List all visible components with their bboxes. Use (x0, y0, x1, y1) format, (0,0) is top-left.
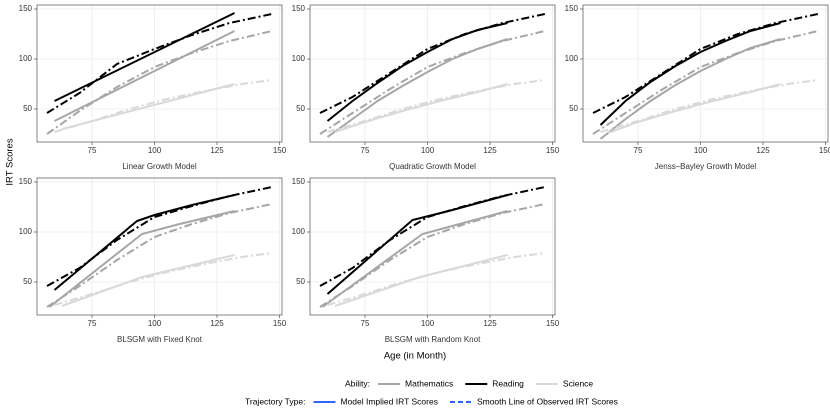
y-tick-label: 50 (23, 277, 32, 286)
x-tick-label: 75 (361, 319, 370, 328)
panel-title: Jenss–Bayley Growth Model (655, 162, 757, 171)
y-tick-label: 150 (19, 177, 33, 186)
x-tick-label: 150 (546, 146, 560, 155)
panel-background (583, 5, 828, 142)
y-tick-label: 150 (565, 4, 579, 13)
trajectory-line (48, 210, 235, 308)
y-axis-title: IRT Scores (5, 138, 16, 185)
trajectory-line (327, 79, 546, 133)
panel: 50 100 150 75 100 125 150 Quadratic Growth Mode… (292, 4, 560, 171)
trajectory-line (326, 38, 508, 138)
x-tick-label: 150 (546, 319, 560, 328)
trajectory-line (319, 30, 546, 135)
y-tick-label: 100 (565, 54, 579, 63)
trajectory-line (592, 13, 819, 114)
panel-border (309, 4, 556, 143)
panel-border (582, 4, 829, 143)
panel-border (36, 4, 283, 143)
trajectory-line (46, 13, 273, 114)
x-tick-label: 125 (483, 146, 497, 155)
trajectory-line (319, 186, 546, 287)
panel: 50 100 150 75 100 125 150 BLSGM with Random Kno… (292, 177, 560, 344)
x-tick-label: 150 (273, 319, 287, 328)
y-tick-label: 100 (292, 227, 306, 236)
y-tick-label: 100 (19, 227, 33, 236)
y-tick-label: 50 (23, 104, 32, 113)
panel-background (37, 5, 282, 142)
x-tick-label: 100 (694, 146, 708, 155)
legend-label: Smooth Line of Observed IRT Scores (477, 396, 618, 406)
x-tick-label: 75 (361, 146, 370, 155)
legend-label: Science (563, 378, 594, 388)
trajectory-line (54, 79, 273, 133)
x-tick-label: 100 (421, 319, 435, 328)
x-axis-title: Age (in Month) (384, 351, 446, 362)
y-tick-label: 150 (292, 177, 306, 186)
panel: 50 100 150 75 100 125 150 BLSGM with Fixed Knot (19, 177, 287, 344)
trajectory-line (54, 252, 273, 306)
trajectory-line (592, 30, 819, 135)
panel-title: BLSGM with Random Knot (385, 335, 481, 344)
y-tick-label: 100 (19, 54, 33, 63)
x-tick-label: 75 (88, 319, 97, 328)
x-tick-label: 100 (148, 146, 162, 155)
panel-border (309, 177, 556, 316)
trajectory-line (599, 22, 781, 126)
panel: 50 100 150 75 100 125 150 Linear Growth Model (19, 4, 287, 171)
panel-border (36, 177, 283, 316)
x-tick-label: 100 (421, 146, 435, 155)
trajectory-line (600, 79, 819, 133)
x-tick-label: 150 (819, 146, 830, 155)
x-tick-label: 150 (273, 146, 287, 155)
panel-background (310, 5, 555, 142)
panel-title: BLSGM with Fixed Knot (117, 335, 203, 344)
x-tick-label: 125 (483, 319, 497, 328)
x-tick-label: 75 (634, 146, 643, 155)
x-tick-label: 125 (756, 146, 770, 155)
trajectory-line (54, 30, 235, 122)
trajectory-line (46, 203, 273, 308)
panel: 50 100 150 75 100 125 150 Jenss–Bayley Growth M… (565, 4, 830, 171)
trajectory-line (46, 186, 273, 287)
panel-background (37, 178, 282, 315)
trajectory-line (46, 30, 273, 135)
trajectory-line (319, 13, 546, 114)
legend-label: Reading (492, 378, 524, 388)
y-tick-label: 50 (296, 104, 305, 113)
x-tick-label: 75 (88, 146, 97, 155)
panel-background (310, 178, 555, 315)
x-tick-label: 125 (210, 319, 224, 328)
legend-label: Mathematics (405, 378, 453, 388)
trajectory-line (61, 254, 235, 307)
trajectory-line (319, 203, 546, 308)
legend-label: Model Implied IRT Scores (340, 396, 437, 406)
legend-title: Ability: (345, 378, 370, 388)
y-tick-label: 150 (19, 4, 33, 13)
trajectory-line (327, 252, 546, 306)
panel-title: Linear Growth Model (122, 162, 196, 171)
y-tick-label: 50 (569, 104, 578, 113)
panel-title: Quadratic Growth Model (389, 162, 476, 171)
trajectory-line (54, 12, 235, 102)
trajectory-line (326, 22, 508, 122)
trajectory-line (599, 38, 781, 140)
y-tick-label: 100 (292, 54, 306, 63)
y-tick-label: 50 (296, 277, 305, 286)
legend-title: Trajectory Type: (245, 396, 305, 406)
x-tick-label: 125 (210, 146, 224, 155)
y-tick-label: 150 (292, 4, 306, 13)
x-tick-label: 100 (148, 319, 162, 328)
